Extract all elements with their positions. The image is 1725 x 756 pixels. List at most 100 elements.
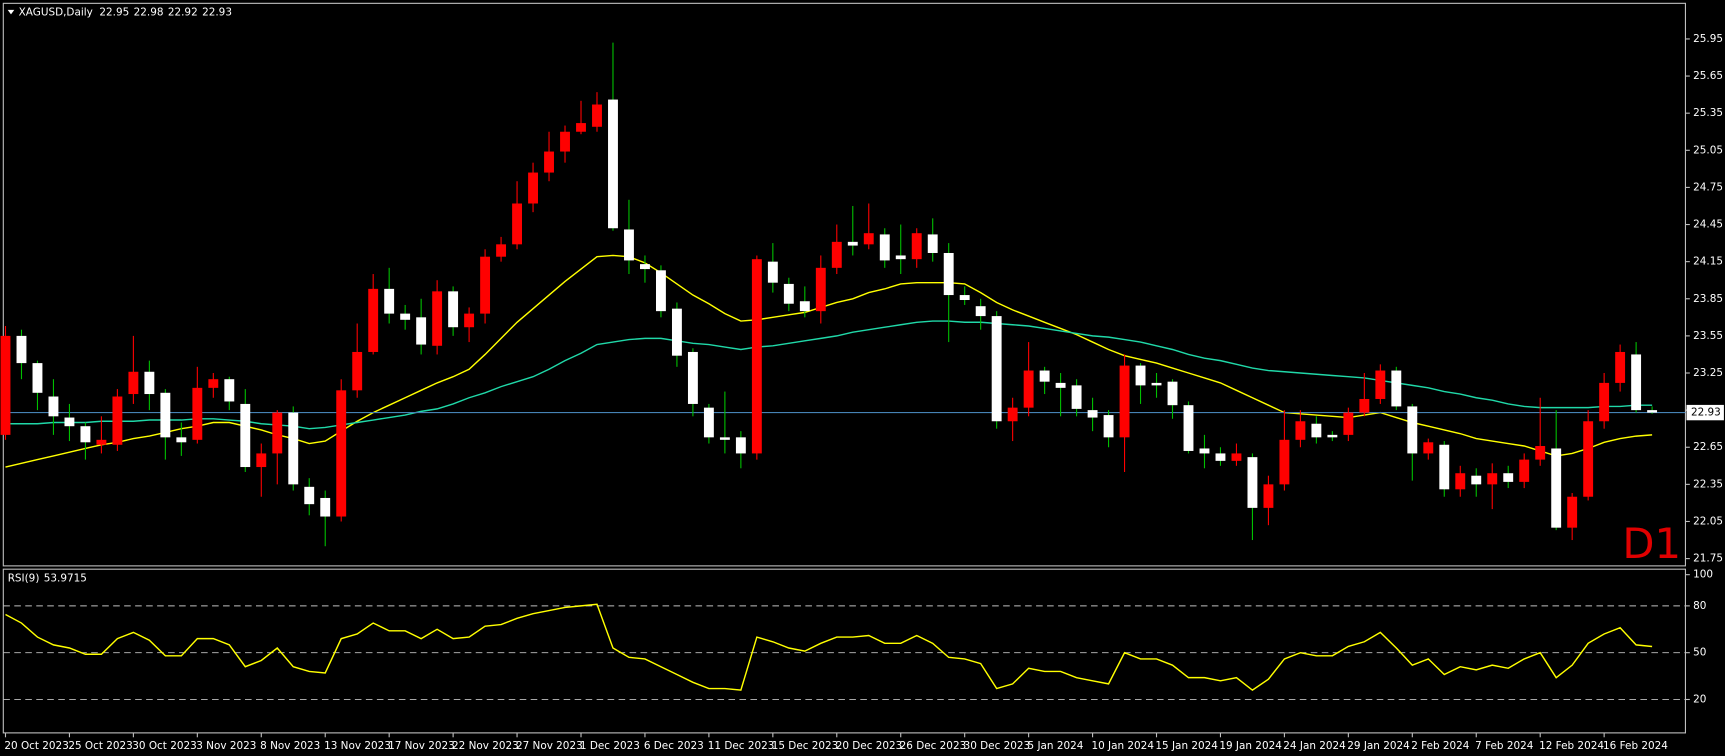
x-tick-label: 2 Feb 2024 [1411, 740, 1470, 752]
y-tick-label: 80 [1693, 600, 1706, 612]
candle-body [767, 261, 778, 283]
candle-body [1023, 370, 1034, 408]
y-tick-label: 24.45 [1693, 219, 1723, 231]
candle-body [352, 351, 363, 391]
candle-body [400, 313, 411, 320]
candle-body [256, 453, 267, 468]
y-tick-label: 22.35 [1693, 478, 1723, 490]
candle-body [895, 255, 906, 260]
y-tick-label: 50 [1693, 647, 1706, 659]
candle-body [592, 104, 602, 127]
candle-body [448, 291, 459, 328]
candle-body [640, 264, 650, 270]
y-tick-label: 25.65 [1693, 70, 1723, 82]
candle-body [1391, 370, 1402, 407]
candle-body [991, 316, 1002, 422]
x-tick-label: 20 Dec 2023 [836, 740, 903, 752]
candle-body [927, 234, 938, 253]
candle-body [735, 437, 746, 454]
open-value: 22.95 [99, 6, 129, 18]
candle-body [671, 308, 682, 356]
y-tick-label: 100 [1693, 569, 1713, 581]
rsi-panel-frame [2, 568, 1686, 734]
y-tick-label: 25.05 [1693, 144, 1723, 156]
y-tick-label: 22.05 [1693, 515, 1723, 527]
candle-body [272, 412, 283, 454]
x-tick-label: 6 Dec 2023 [644, 740, 704, 752]
candle-body [1247, 457, 1258, 508]
candle-body [80, 426, 91, 443]
x-tick-label: 17 Nov 2023 [388, 740, 455, 752]
candle-body [32, 363, 43, 393]
y-tick-label: 23.85 [1693, 293, 1723, 305]
candle-body [96, 439, 107, 445]
candle-body [1183, 405, 1194, 451]
x-tick-label: 16 Feb 2024 [1603, 740, 1668, 752]
candle-body [624, 229, 634, 261]
menu-arrow[interactable] [7, 9, 15, 15]
y-tick-label: 23.25 [1693, 367, 1723, 379]
candle-body [1327, 434, 1338, 438]
candle-body [144, 371, 155, 395]
candle-body [576, 123, 586, 132]
x-tick-label: 20 Oct 2023 [4, 740, 68, 752]
candle-body [1503, 473, 1514, 482]
candle-body [703, 407, 714, 438]
candle-body [655, 270, 666, 312]
x-tick-label: 3 Nov 2023 [196, 740, 256, 752]
candle-body [304, 486, 315, 505]
rsi-header: RSI(9) 53.9715 [8, 572, 87, 584]
candle-body [48, 396, 59, 417]
candle-body [1519, 459, 1530, 482]
candle-body [1423, 442, 1434, 454]
candle-body [1647, 410, 1658, 413]
candle-body [464, 313, 475, 328]
x-tick-label: 27 Nov 2023 [516, 740, 583, 752]
x-tick-label: 1 Dec 2023 [580, 740, 640, 752]
candle-body [831, 241, 842, 268]
candle-body [1039, 370, 1050, 382]
candle-body [783, 283, 794, 304]
current-price-box [1686, 404, 1724, 421]
candle-body [879, 234, 890, 261]
candle-body [1279, 439, 1290, 485]
x-tick-label: 30 Dec 2023 [964, 740, 1031, 752]
candle-body [799, 301, 810, 312]
x-tick-label: 15 Jan 2024 [1155, 740, 1218, 752]
candle-body [847, 241, 858, 246]
candle-body [160, 392, 171, 438]
chart-title: XAGUSD,Daily [19, 6, 93, 18]
candle-body [176, 437, 187, 443]
timeframe-label: D1 [1622, 519, 1681, 568]
candle-body [1215, 453, 1226, 461]
candle-body [687, 351, 698, 404]
candle-body [911, 233, 922, 260]
candle-body [1583, 421, 1594, 497]
candle-body [1375, 370, 1386, 399]
close-value: 22.93 [202, 6, 232, 18]
x-tick-label: 22 Nov 2023 [452, 740, 519, 752]
current-price-label: 22.93 [1691, 407, 1721, 419]
candle-body [224, 379, 235, 402]
candle-body [320, 497, 331, 517]
candle-body [512, 203, 523, 245]
low-value: 22.92 [168, 6, 198, 18]
candle-body [0, 335, 11, 435]
candle-body [1615, 351, 1626, 383]
candle-body [128, 371, 139, 395]
candle-body [975, 306, 986, 317]
x-tick-label: 5 Jan 2024 [1028, 740, 1084, 752]
candle-body [112, 396, 123, 445]
candle-body [1167, 381, 1178, 406]
candle-body [544, 151, 554, 173]
y-tick-label: 24.15 [1693, 256, 1723, 268]
candle-body [1007, 407, 1018, 422]
x-tick-label: 26 Dec 2023 [900, 740, 967, 752]
candle-body [863, 233, 874, 245]
candle-body [432, 291, 443, 346]
high-value: 22.98 [134, 6, 164, 18]
main-panel-frame [2, 2, 1686, 567]
candle-body [1535, 446, 1546, 460]
